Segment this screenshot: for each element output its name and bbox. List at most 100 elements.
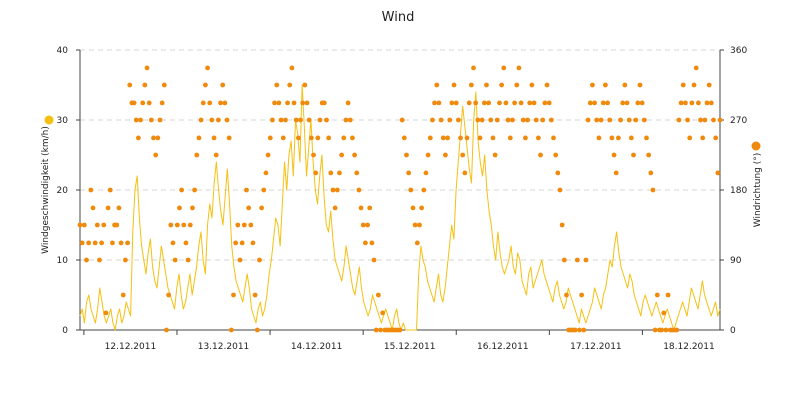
wind-direction-point <box>663 327 669 333</box>
right-axis-title: Windrichtung (°) <box>753 153 763 228</box>
wind-direction-point <box>585 117 591 123</box>
wind-direction-series <box>77 65 723 333</box>
wind-direction-point <box>406 170 412 176</box>
wind-direction-point <box>451 82 457 88</box>
wind-direction-point <box>704 100 710 106</box>
wind-direction-point <box>494 117 500 123</box>
left-tick-label: 40 <box>57 46 69 56</box>
wind-direction-point <box>527 100 533 106</box>
wind-direction-point <box>628 135 634 141</box>
wind-direction-point <box>685 117 690 123</box>
wind-direction-point <box>213 152 219 158</box>
wind-direction-point <box>140 100 146 106</box>
x-tick-label: 12.12.2011 <box>105 342 157 352</box>
wind-direction-point <box>88 187 94 193</box>
wind-direction-point <box>516 65 522 71</box>
wind-direction-point <box>497 100 502 106</box>
wind-direction-point <box>339 152 345 158</box>
right-axis-legend-marker <box>751 141 761 151</box>
wind-direction-point <box>639 100 645 106</box>
wind-direction-point <box>603 82 608 88</box>
wind-direction-point <box>717 117 723 123</box>
wind-direction-point <box>432 100 437 106</box>
wind-direction-point <box>187 222 193 228</box>
wind-direction-point <box>471 65 476 71</box>
wind-direction-point <box>559 222 565 228</box>
wind-direction-point <box>347 117 353 123</box>
wind-direction-point <box>166 292 172 298</box>
wind-direction-point <box>116 205 122 211</box>
wind-direction-point <box>546 100 552 106</box>
wind-direction-point <box>462 170 468 176</box>
wind-direction-point <box>244 187 249 193</box>
right-tick-label: 180 <box>730 186 747 196</box>
wind-direction-point <box>505 117 511 123</box>
wind-direction-point <box>525 117 530 123</box>
wind-direction-point <box>438 117 444 123</box>
left-axis-legend-marker <box>44 115 54 125</box>
wind-direction-point <box>490 135 496 141</box>
wind-direction-point <box>125 240 130 246</box>
wind-direction-point <box>330 187 336 193</box>
wind-direction-point <box>252 292 258 298</box>
wind-direction-point <box>477 135 483 141</box>
wind-direction-point <box>401 135 407 141</box>
wind-direction-point <box>261 187 267 193</box>
wind-direction-point <box>620 100 626 106</box>
wind-direction-point <box>155 135 161 141</box>
wind-direction-point <box>531 100 537 106</box>
grid-lines <box>80 49 720 261</box>
wind-direction-point <box>131 100 137 106</box>
wind-direction-point <box>698 117 703 123</box>
wind-direction-point <box>99 240 105 246</box>
wind-direction-point <box>332 205 338 211</box>
wind-direction-point <box>181 222 187 228</box>
wind-direction-point <box>455 117 461 123</box>
wind-direction-point <box>564 292 569 298</box>
wind-direction-point <box>412 222 418 228</box>
wind-direction-point <box>369 240 375 246</box>
wind-direction-point <box>443 152 448 158</box>
wind-direction-point <box>207 100 213 106</box>
wind-direction-point <box>492 152 498 158</box>
wind-direction-point <box>436 100 442 106</box>
x-tick-label: 14.12.2011 <box>291 342 343 352</box>
wind-direction-point <box>540 117 546 123</box>
x-tick-label: 18.12.2011 <box>663 342 715 352</box>
wind-direction-point <box>399 117 405 123</box>
wind-direction-point <box>313 170 319 176</box>
wind-direction-point <box>183 240 189 246</box>
wind-direction-point <box>464 135 470 141</box>
wind-direction-point <box>360 222 366 228</box>
wind-direction-point <box>101 222 107 228</box>
wind-direction-point <box>220 82 226 88</box>
wind-direction-point <box>107 187 113 193</box>
wind-direction-point <box>484 82 489 88</box>
wind-direction-point <box>510 117 515 123</box>
wind-direction-point <box>626 117 632 123</box>
wind-direction-point <box>695 100 701 106</box>
wind-direction-point <box>274 82 280 88</box>
wind-direction-point <box>278 117 284 123</box>
wind-direction-point <box>408 187 414 193</box>
wind-direction-point <box>280 135 286 141</box>
wind-direction-point <box>598 117 604 123</box>
wind-direction-point <box>170 240 176 246</box>
wind-direction-point <box>300 100 306 106</box>
wind-direction-point <box>596 135 602 141</box>
wind-direction-point <box>239 240 245 246</box>
wind-direction-point <box>270 117 275 123</box>
wind-direction-point <box>81 222 87 228</box>
wind-direction-point <box>574 257 580 263</box>
wind-direction-point <box>246 205 252 211</box>
wind-direction-point <box>118 240 124 246</box>
wind-direction-point <box>285 100 290 106</box>
wind-direction-point <box>378 327 383 333</box>
wind-direction-point <box>447 117 453 123</box>
wind-direction-point <box>644 135 649 141</box>
wind-direction-point <box>114 222 120 228</box>
wind-direction-point <box>345 100 351 106</box>
wind-direction-point <box>520 117 526 123</box>
wind-direction-point <box>233 240 239 246</box>
wind-speed-series <box>79 84 721 331</box>
